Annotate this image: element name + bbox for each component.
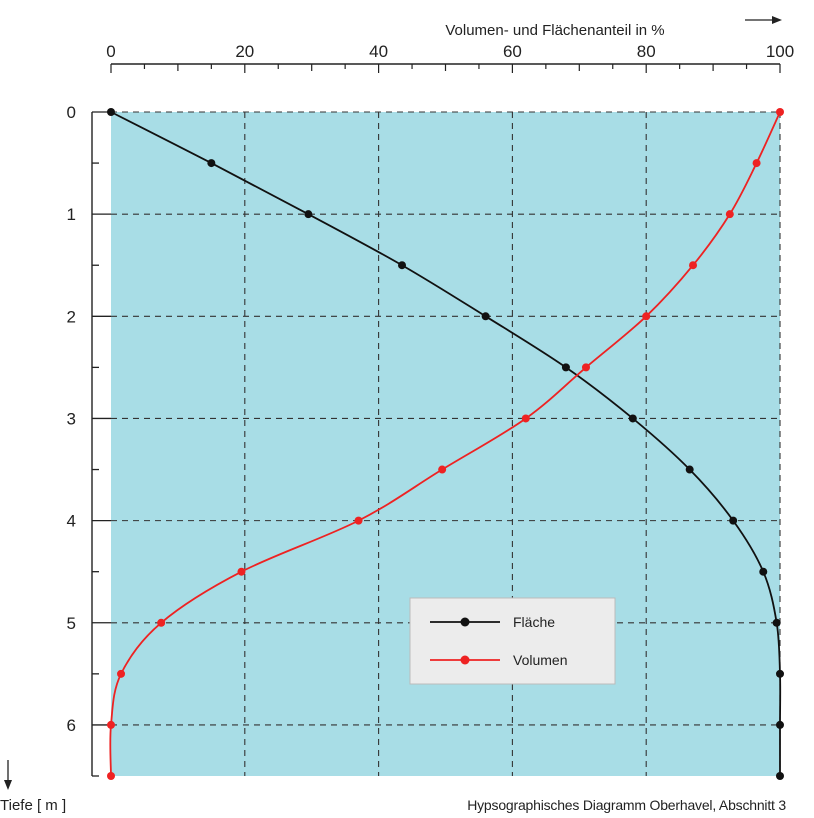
series-layer — [107, 108, 784, 780]
data-point-volumen — [438, 465, 447, 474]
series-line-flaeche — [110, 111, 782, 776]
y-tick-label: 5 — [67, 614, 76, 633]
data-point-volumen — [107, 720, 115, 729]
data-point-flaeche — [398, 261, 407, 270]
y-tick-label: 2 — [67, 307, 76, 326]
y-tick-label: 6 — [67, 716, 76, 735]
data-point-flaeche — [776, 720, 784, 729]
chart-caption: Hypsographisches Diagramm Oberhavel, Abs… — [467, 797, 786, 813]
x-direction-arrow-icon — [745, 16, 782, 24]
x-tick-label: 100 — [766, 42, 794, 61]
data-point-volumen — [521, 414, 530, 423]
data-point-volumen — [107, 772, 115, 780]
grid-layer — [111, 111, 781, 776]
data-point-volumen — [642, 312, 651, 321]
y-tick-label: 4 — [67, 512, 76, 531]
data-point-volumen — [689, 261, 698, 270]
legend: Fläche Volumen — [409, 597, 616, 685]
data-point-volumen — [776, 108, 784, 116]
data-point-volumen — [581, 363, 590, 372]
y-axis-title: Tiefe [ m ] — [0, 797, 66, 814]
data-point-flaeche — [759, 567, 768, 576]
legend-marker-volumen — [460, 655, 470, 665]
data-point-volumen — [354, 516, 363, 525]
legend-label-volumen: Volumen — [513, 652, 567, 668]
axes-layer: 0 20 40 60 80 100 0 1 2 3 4 5 6 — [67, 42, 794, 777]
data-point-volumen — [725, 210, 734, 219]
legend-marker-flaeche — [460, 617, 470, 627]
data-point-flaeche — [772, 618, 781, 627]
x-tick-label: 40 — [369, 42, 388, 61]
x-tick-label: 0 — [106, 42, 115, 61]
x-tick-label: 80 — [637, 42, 656, 61]
data-point-volumen — [117, 669, 126, 678]
y-tick-label: 0 — [67, 103, 76, 122]
data-point-flaeche — [685, 465, 694, 474]
data-point-flaeche — [776, 772, 784, 780]
legend-box — [409, 597, 616, 685]
y-tick-label: 1 — [67, 205, 76, 224]
data-point-flaeche — [776, 669, 784, 678]
series-line-volumen — [109, 111, 781, 777]
data-point-volumen — [752, 159, 761, 168]
data-point-flaeche — [561, 363, 570, 372]
data-point-flaeche — [304, 210, 313, 219]
data-point-flaeche — [107, 108, 115, 116]
y-tick-label: 3 — [67, 409, 76, 428]
legend-label-flaeche: Fläche — [513, 614, 555, 630]
data-point-flaeche — [729, 516, 738, 525]
x-tick-label: 20 — [235, 42, 254, 61]
x-tick-label: 60 — [503, 42, 522, 61]
data-point-flaeche — [628, 414, 637, 423]
data-point-volumen — [157, 618, 166, 627]
data-point-volumen — [237, 567, 246, 576]
y-direction-arrow-icon — [4, 760, 12, 790]
x-axis-title: Volumen- und Flächenanteil in % — [445, 22, 664, 39]
data-point-flaeche — [207, 159, 216, 168]
data-point-flaeche — [481, 312, 490, 321]
